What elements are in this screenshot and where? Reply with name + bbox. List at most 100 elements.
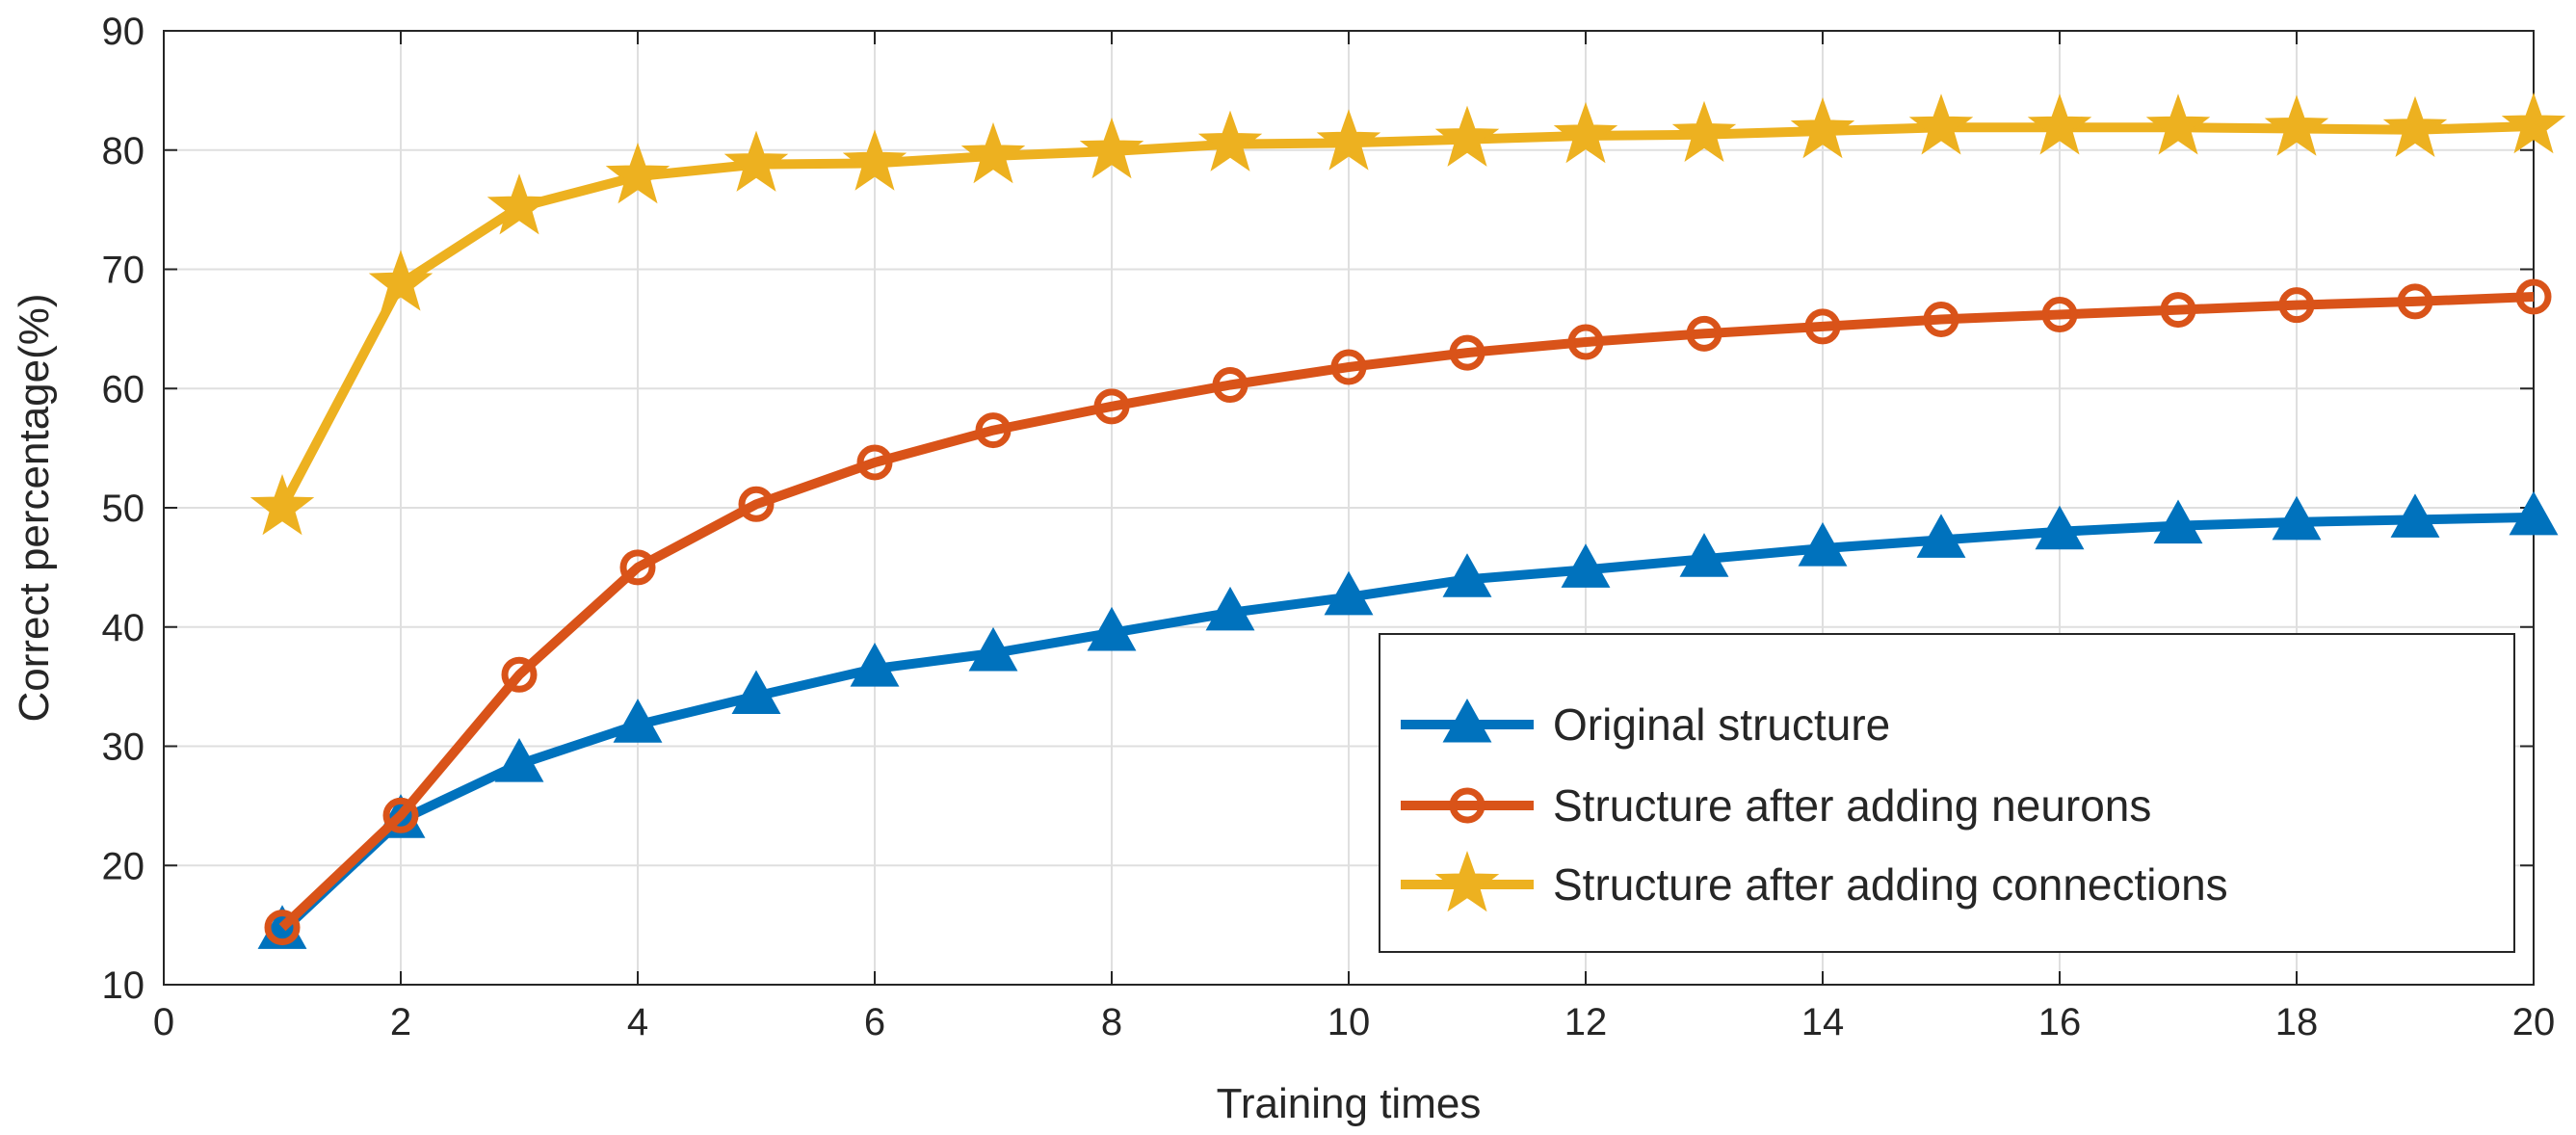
data-point: [368, 250, 434, 311]
legend-label: Structure after adding neurons: [1553, 780, 2151, 831]
data-point: [1561, 543, 1611, 588]
x-tick-label: 10: [1327, 1001, 1371, 1043]
x-tick-label: 2: [390, 1001, 411, 1043]
data-point: [1686, 315, 1722, 352]
data-point: [382, 797, 419, 833]
data-point: [2160, 292, 2196, 329]
y-tick-label: 80: [102, 130, 145, 172]
data-point: [494, 738, 544, 782]
data-point: [613, 699, 663, 743]
legend-swatch-marker: [1434, 850, 1500, 912]
legend-item: Structure after adding connections: [1401, 850, 2228, 912]
x-tick-label: 14: [1801, 1001, 1845, 1043]
data-point: [1679, 533, 1729, 577]
series-layer: [250, 92, 2566, 949]
data-point: [975, 412, 1012, 449]
data-point: [960, 121, 1026, 184]
y-tick-label: 10: [102, 964, 145, 1007]
y-axis-title: Correct percentage(%): [11, 293, 58, 722]
data-point: [1434, 105, 1500, 167]
x-tick-label: 20: [2512, 1001, 2556, 1043]
data-point: [2145, 93, 2211, 155]
y-tick-label: 40: [102, 607, 145, 649]
x-tick-label: 0: [153, 1001, 174, 1043]
data-point: [2515, 278, 2552, 315]
data-point: [1205, 586, 1255, 631]
data-point: [2027, 93, 2092, 155]
data-point: [2397, 283, 2433, 320]
data-point: [2153, 499, 2203, 544]
data-point: [738, 486, 775, 522]
data-point: [731, 670, 781, 715]
y-tick-label: 90: [102, 11, 145, 53]
x-tick-label: 8: [1101, 1001, 1122, 1043]
series-line: [278, 292, 2535, 932]
series-line: [278, 512, 2535, 935]
data-point: [619, 549, 656, 586]
data-point: [968, 626, 1018, 672]
data-point: [501, 656, 538, 693]
y-tick-label: 60: [102, 368, 145, 410]
data-point: [1079, 117, 1144, 179]
data-point: [2390, 493, 2440, 538]
data-point: [2278, 287, 2315, 324]
legend-item: Original structure: [1401, 698, 1890, 750]
x-tick-label: 6: [864, 1001, 885, 1043]
data-point: [850, 643, 900, 687]
data-point: [1324, 570, 1374, 616]
data-point: [486, 173, 552, 235]
data-point: [1671, 100, 1737, 163]
series-1: [257, 490, 2559, 949]
data-point: [2382, 95, 2448, 158]
data-point: [1442, 553, 1492, 597]
data-point: [1916, 514, 1966, 558]
data-point: [842, 129, 907, 191]
data-point: [605, 142, 670, 204]
data-point: [1316, 109, 1381, 171]
legend-swatch-marker: [1442, 698, 1492, 743]
data-point: [1212, 367, 1249, 404]
data-point: [1553, 101, 1618, 164]
x-tick-label: 16: [2038, 1001, 2082, 1043]
data-point: [1197, 110, 1263, 172]
legend: Original structure Structure after adding…: [1379, 633, 2515, 953]
y-tick-label: 70: [102, 250, 145, 292]
series-3: [250, 92, 2566, 536]
data-point: [2509, 490, 2559, 536]
legend-swatch-marker: [1449, 787, 1485, 824]
legend-label: Original structure: [1553, 699, 1890, 750]
x-axis-title: Training times: [1217, 1080, 1482, 1127]
data-point: [1449, 334, 1485, 371]
data-point: [1330, 349, 1367, 385]
data-point: [2501, 92, 2566, 154]
data-point: [250, 473, 315, 536]
data-point: [2035, 505, 2085, 550]
data-point: [1804, 308, 1841, 345]
legend-item: Structure after adding neurons: [1401, 780, 2151, 831]
x-tick-label: 12: [1564, 1001, 1608, 1043]
series-2: [264, 278, 2552, 946]
data-point: [1798, 522, 1848, 567]
legend-box: [1379, 633, 2515, 953]
data-point: [1923, 301, 1959, 337]
data-point: [1790, 97, 1855, 159]
legend-label: Structure after adding connections: [1553, 859, 2228, 910]
x-tick-label: 18: [2275, 1001, 2319, 1043]
y-tick-label: 30: [102, 726, 145, 769]
y-tick-label: 50: [102, 488, 145, 530]
data-point: [264, 910, 301, 946]
data-point: [1908, 93, 1974, 155]
data-point: [2272, 495, 2322, 541]
data-point: [856, 444, 893, 481]
data-point: [1093, 388, 1130, 425]
y-axis: 10 20 30 40 50 60 70 80 90: [102, 11, 2534, 1007]
x-axis: 0 2 4 6 8 10 12 14 16 18 20: [153, 31, 2555, 1043]
data-point: [2264, 94, 2329, 156]
data-point: [723, 130, 789, 192]
data-point: [1087, 606, 1137, 651]
x-tick-label: 4: [627, 1001, 648, 1043]
data-point: [1567, 324, 1604, 360]
y-tick-label: 20: [102, 845, 145, 887]
